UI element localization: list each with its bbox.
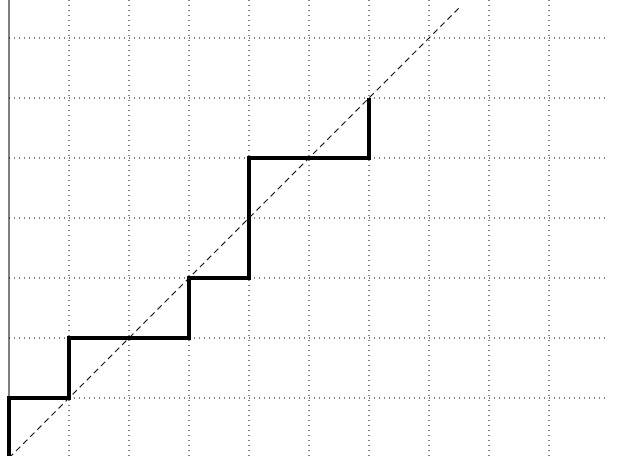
staircase-layer — [7, 98, 371, 456]
diagonal-layer — [10, 7, 460, 456]
diagonal-dashed-line — [10, 7, 460, 456]
grid — [9, 0, 608, 456]
staircase-path — [7, 98, 371, 456]
